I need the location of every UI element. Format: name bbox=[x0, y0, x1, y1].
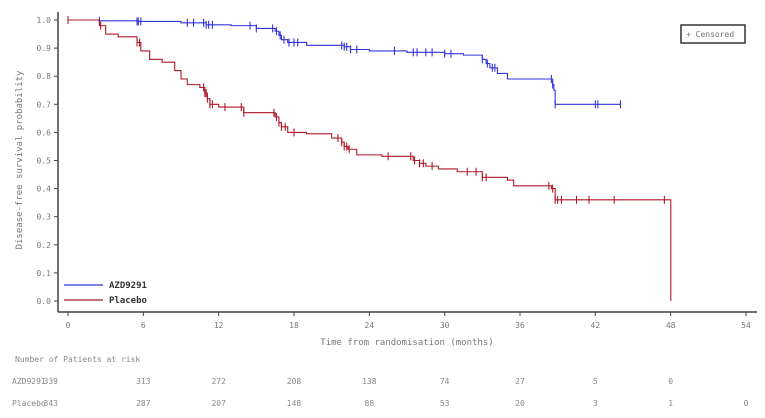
axes: 0.0 0.1 0.2 0.3 0.4 0.5 0.6 0.7 0.8 0.9 1.0 0 6 12 18 2… bbox=[37, 12, 757, 330]
risk-value: 208 bbox=[287, 377, 302, 386]
y-tick-label: 0.2 bbox=[37, 241, 52, 250]
y-tick-label: 0.8 bbox=[37, 72, 52, 81]
y-tick-label: 0.0 bbox=[37, 297, 52, 306]
risk-value: 287 bbox=[136, 399, 151, 408]
legend-label-placebo: Placebo bbox=[109, 296, 147, 306]
y-tick-label: 0.9 bbox=[37, 44, 52, 53]
risk-value: 0 bbox=[668, 377, 673, 386]
risk-row-label: AZD9291 bbox=[12, 377, 46, 386]
risk-value: 74 bbox=[440, 377, 450, 386]
y-tick-label: 0.1 bbox=[37, 269, 52, 278]
y-tick-label: 0.7 bbox=[37, 100, 52, 109]
x-tick-label: 18 bbox=[289, 321, 299, 330]
censored-legend-text: + Censored bbox=[686, 30, 734, 39]
x-tick-label: 54 bbox=[741, 321, 751, 330]
series-legend: AZD9291 Placebo bbox=[64, 281, 147, 306]
legend-label-azd9291: AZD9291 bbox=[109, 281, 147, 291]
risk-value: 5 bbox=[593, 377, 598, 386]
risk-value: 20 bbox=[515, 399, 525, 408]
x-tick-label: 6 bbox=[141, 321, 146, 330]
x-tick-label: 42 bbox=[591, 321, 601, 330]
risk-value: 27 bbox=[515, 377, 525, 386]
risk-value: 313 bbox=[136, 377, 151, 386]
y-tick-label: 0.5 bbox=[37, 157, 52, 166]
risk-value: 3 bbox=[593, 399, 598, 408]
y-tick-label: 0.6 bbox=[37, 128, 52, 137]
x-tick-label: 48 bbox=[666, 321, 676, 330]
risk-row-label: Placebo bbox=[12, 399, 46, 408]
x-tick-label: 12 bbox=[214, 321, 224, 330]
risk-value: 1 bbox=[668, 399, 673, 408]
risk-value: 148 bbox=[287, 399, 302, 408]
risk-value: 88 bbox=[365, 399, 375, 408]
x-tick-label: 0 bbox=[66, 321, 71, 330]
risk-value: 343 bbox=[44, 399, 59, 408]
risk-value: 0 bbox=[744, 399, 749, 408]
risk-value: 272 bbox=[211, 377, 226, 386]
risk-value: 138 bbox=[362, 377, 377, 386]
x-tick-label: 36 bbox=[515, 321, 525, 330]
x-axis-label: Time from randomisation (months) bbox=[320, 338, 493, 348]
y-axis-label: Disease-free survival probability bbox=[15, 70, 25, 249]
y-tick-label: 1.0 bbox=[37, 16, 52, 25]
km-curve-azd9291 bbox=[68, 19, 621, 105]
risk-value: 207 bbox=[211, 399, 226, 408]
curves bbox=[67, 16, 672, 301]
x-tick-label: 30 bbox=[440, 321, 450, 330]
km-curve-placebo bbox=[68, 19, 672, 301]
y-tick-label: 0.4 bbox=[37, 185, 52, 194]
risk-value: 53 bbox=[440, 399, 450, 408]
risk-table-title: Number of Patients at risk bbox=[15, 355, 140, 364]
censored-legend: + Censored bbox=[680, 24, 746, 44]
risk-value: 339 bbox=[44, 377, 59, 386]
y-tick-label: 0.3 bbox=[37, 213, 52, 222]
x-tick-label: 24 bbox=[365, 321, 375, 330]
